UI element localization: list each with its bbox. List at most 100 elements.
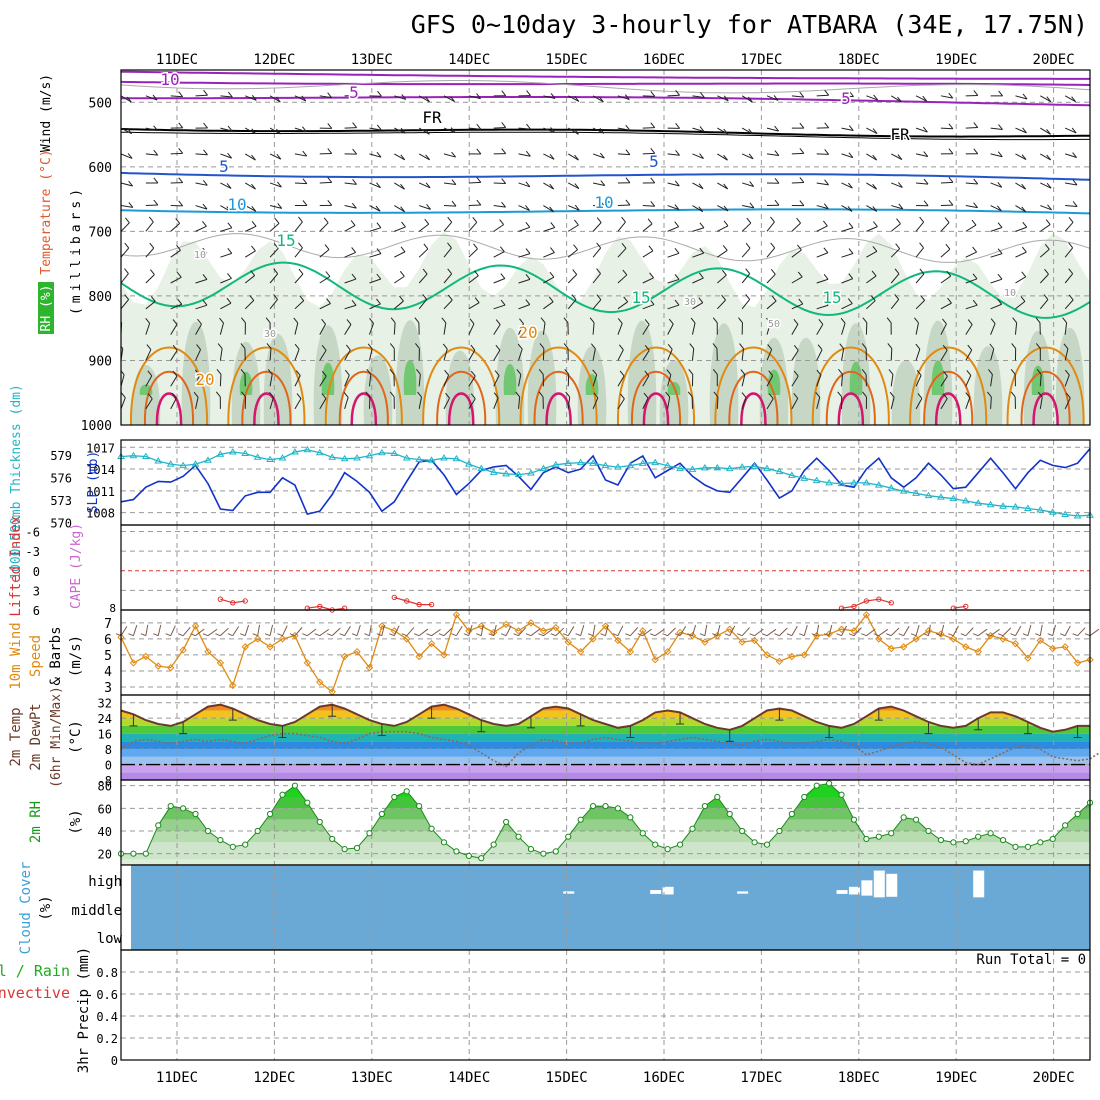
wind-barb-flag: [897, 182, 903, 188]
wind-barb: [617, 375, 625, 387]
wind-barb: [791, 375, 799, 387]
rh-bands: [121, 783, 1090, 860]
wind-barb-flag: [127, 153, 133, 159]
wind-barb: [368, 323, 374, 335]
wind-barb-flag: [325, 271, 331, 277]
wind-barb-10m-flag: [252, 633, 258, 637]
wind-barb: [543, 227, 555, 232]
wind-barb: [543, 205, 554, 213]
rh-point: [254, 827, 261, 835]
wind-barb-flag: [417, 391, 422, 398]
wind-barb-flag: [273, 268, 279, 275]
rh-point: [204, 827, 212, 835]
contour-label: FR: [422, 108, 442, 127]
wind-barb-flag: [897, 154, 903, 160]
wind-barb-flag: [274, 218, 280, 224]
wind-barb: [170, 152, 183, 155]
wind-barb: [269, 223, 280, 232]
wind-barb-flag: [1095, 270, 1099, 275]
wind-barb: [294, 300, 305, 310]
wind-barb: [1089, 308, 1090, 309]
wind-barb-flag: [723, 220, 729, 227]
wind-barb-flag: [389, 368, 395, 375]
wind-speed-point: [949, 635, 958, 643]
rh-point: [689, 825, 696, 832]
wind-barb: [717, 95, 729, 102]
wind-barb: [244, 275, 255, 284]
wind-barb: [269, 182, 282, 188]
wind-barb: [170, 95, 183, 98]
wind-barb-10m-flag: [637, 633, 643, 637]
wind-barb: [841, 323, 846, 335]
wind-barb-flag: [873, 221, 878, 227]
wind-barb-10m-flag: [1059, 633, 1066, 637]
wind-barb-flag: [538, 368, 544, 375]
lifted-index-point: [428, 601, 435, 608]
li-tick-6: 6: [33, 604, 40, 618]
wind-barb: [394, 275, 405, 284]
wind-barb: [866, 300, 876, 310]
wind-barb-flag: [128, 202, 134, 208]
wind-barb: [965, 397, 971, 410]
wind-barb-flag: [599, 152, 605, 159]
wind-barb: [916, 182, 929, 185]
wind-speed-point: [800, 651, 808, 659]
wind-barb-flag: [997, 273, 1003, 280]
wind-barb-flag: [1071, 127, 1077, 134]
thickness-point: [353, 454, 361, 461]
rh-point: [180, 805, 187, 812]
wind-barb-10m: [182, 627, 191, 636]
thickness-point: [440, 454, 448, 461]
wind-barb: [319, 350, 327, 361]
wind-barb: [443, 273, 453, 284]
wind-barb: [543, 182, 554, 190]
wind-barb-flag: [746, 217, 752, 224]
wind-barb: [294, 322, 299, 335]
wind-barb: [1015, 205, 1026, 213]
thickness-point: [638, 459, 647, 466]
wind-barb-flag: [824, 179, 829, 186]
contour-label: 10: [594, 193, 613, 212]
wind-barb-10m: [766, 628, 777, 637]
wind-barb: [1089, 333, 1090, 335]
thickness-point: [614, 463, 622, 470]
wind-barb: [170, 324, 178, 335]
wind-barb: [816, 252, 829, 258]
wind-barb-flag: [699, 153, 704, 159]
wind-barb-flag: [251, 154, 256, 161]
wind-barb-flag: [590, 343, 596, 349]
wind-barb-flag: [321, 318, 326, 325]
rh-point: [813, 782, 820, 789]
wind-barb-10m-flag: [426, 633, 432, 637]
isotherm-25: [143, 370, 195, 425]
rh-band: [121, 808, 1090, 820]
wind-speed-point: [1036, 636, 1045, 645]
wind-barb-flag: [425, 182, 431, 189]
wind-barb-10m-flag: [985, 633, 991, 637]
wind-barb: [766, 349, 773, 361]
wind-barb-10m-flag: [488, 633, 494, 637]
wind-barb: [642, 223, 653, 232]
wind-barb-10m: [1027, 624, 1032, 636]
wind-barb-flag: [625, 124, 631, 131]
wind-barb-flag: [688, 368, 694, 375]
thickness-point: [999, 502, 1007, 509]
wind-barb: [518, 304, 530, 310]
wind-barb: [1064, 397, 1071, 410]
wind-barb: [195, 252, 207, 258]
wind-barb: [344, 182, 357, 185]
wind-barb-10m: [704, 624, 708, 636]
isotherm-20: [227, 346, 306, 425]
wind-barb-10m: [1089, 628, 1100, 637]
wind-barb: [418, 248, 429, 258]
thickness-point: [713, 463, 722, 471]
wind-barb-flag: [699, 247, 705, 254]
wind-barb-flag: [675, 89, 680, 96]
wind-barb: [443, 182, 456, 186]
wind-barb-10m-flag: [438, 633, 445, 637]
wind-barb-flag: [321, 370, 327, 377]
run-total-label: Run Total = 0: [976, 952, 1086, 968]
wind-barb-flag: [550, 247, 555, 253]
wind-barb-10m: [418, 628, 429, 637]
thickness-tick-570: 570: [50, 517, 72, 531]
